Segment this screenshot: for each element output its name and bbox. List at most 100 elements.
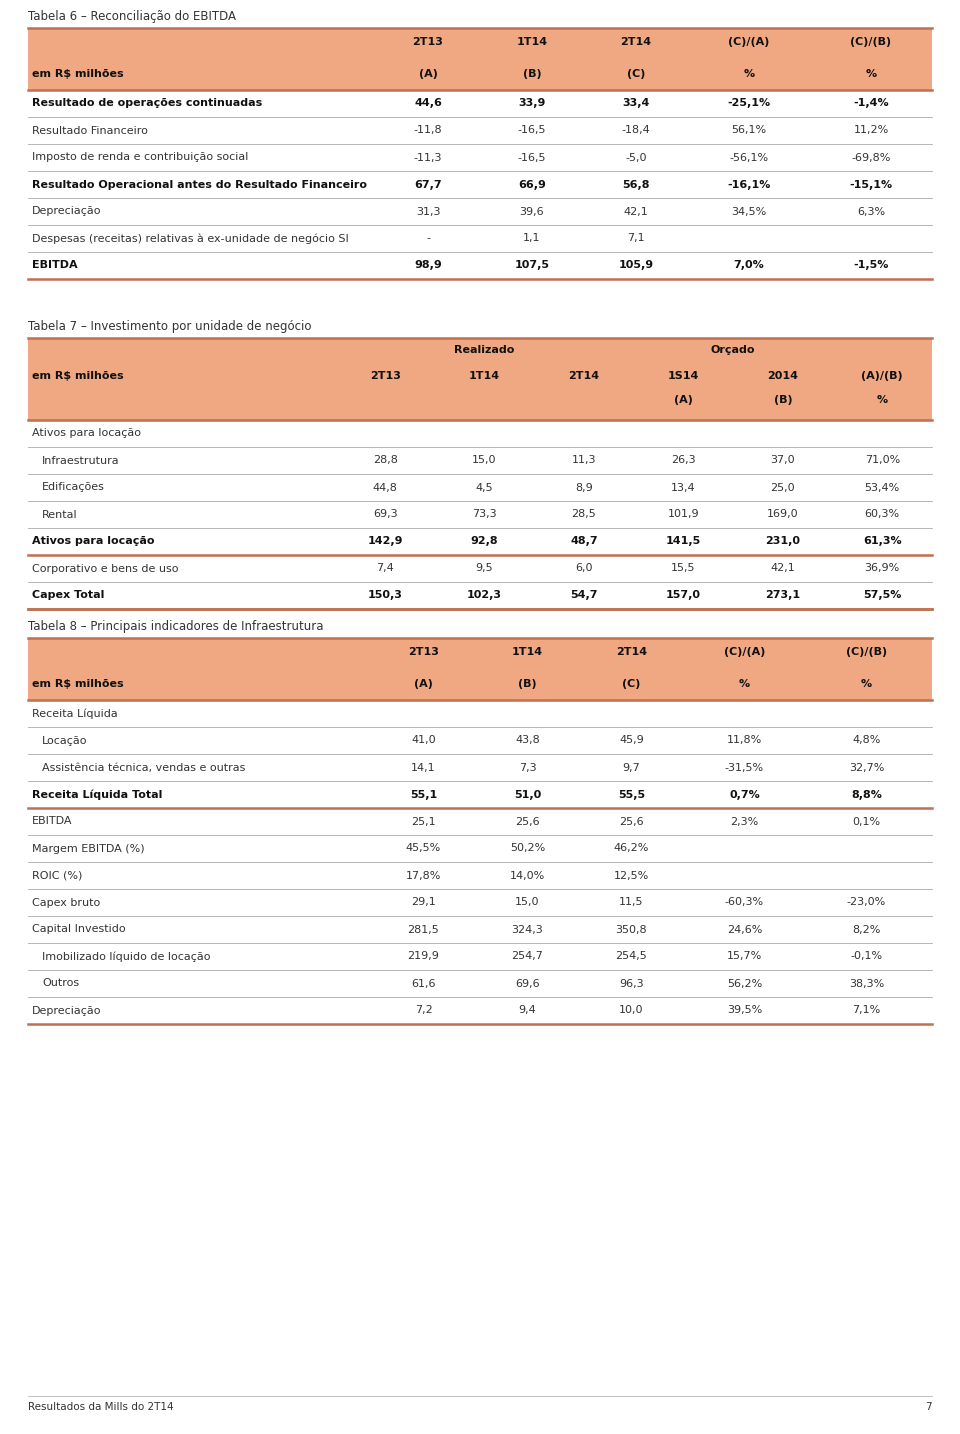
Text: 25,6: 25,6 xyxy=(516,816,540,826)
Text: EBITDA: EBITDA xyxy=(32,816,73,826)
Text: 50,2%: 50,2% xyxy=(510,843,545,853)
Text: Outros: Outros xyxy=(42,978,79,988)
Text: 157,0: 157,0 xyxy=(666,591,701,601)
Text: 56,1%: 56,1% xyxy=(732,126,766,135)
Text: 1T14: 1T14 xyxy=(468,371,500,381)
Text: 37,0: 37,0 xyxy=(771,456,795,466)
Text: 7: 7 xyxy=(925,1402,932,1412)
Text: 66,9: 66,9 xyxy=(518,179,546,189)
Text: EBITDA: EBITDA xyxy=(32,261,78,271)
Bar xyxy=(28,29,932,90)
Text: 4,5: 4,5 xyxy=(476,482,493,492)
Text: (B): (B) xyxy=(522,69,541,79)
Text: 12,5%: 12,5% xyxy=(613,870,649,880)
Text: (A): (A) xyxy=(414,680,433,688)
Text: (C): (C) xyxy=(622,680,640,688)
Text: 42,1: 42,1 xyxy=(771,564,795,574)
Text: 53,4%: 53,4% xyxy=(865,482,900,492)
Text: (C)/(B): (C)/(B) xyxy=(846,647,887,657)
Text: 2T13: 2T13 xyxy=(408,647,439,657)
Text: 39,5%: 39,5% xyxy=(727,1005,762,1015)
Text: 29,1: 29,1 xyxy=(411,898,436,908)
Text: 2T14: 2T14 xyxy=(616,647,647,657)
Text: 6,3%: 6,3% xyxy=(857,206,885,217)
Text: -16,1%: -16,1% xyxy=(728,179,771,189)
Text: 55,5: 55,5 xyxy=(618,790,645,800)
Text: Edificações: Edificações xyxy=(42,482,105,492)
Text: 11,3: 11,3 xyxy=(572,456,596,466)
Text: Tabela 8 – Principais indicadores de Infraestrutura: Tabela 8 – Principais indicadores de Inf… xyxy=(28,619,324,632)
Text: 169,0: 169,0 xyxy=(767,509,799,519)
Text: Ativos para locação: Ativos para locação xyxy=(32,429,141,439)
Text: 38,3%: 38,3% xyxy=(849,978,884,988)
Text: -23,0%: -23,0% xyxy=(847,898,886,908)
Text: 33,4: 33,4 xyxy=(622,99,650,109)
Text: (C)/(A): (C)/(A) xyxy=(729,37,770,47)
Text: 11,8%: 11,8% xyxy=(727,736,762,746)
Text: -56,1%: -56,1% xyxy=(730,152,769,162)
Text: 55,1: 55,1 xyxy=(410,790,437,800)
Text: (C)/(A): (C)/(A) xyxy=(724,647,765,657)
Text: 7,2: 7,2 xyxy=(415,1005,432,1015)
Text: Receita Líquida: Receita Líquida xyxy=(32,708,118,718)
Text: 2,3%: 2,3% xyxy=(731,816,758,826)
Text: 69,6: 69,6 xyxy=(516,978,540,988)
Text: (C)/(B): (C)/(B) xyxy=(851,37,892,47)
Text: 28,8: 28,8 xyxy=(372,456,397,466)
Text: ROIC (%): ROIC (%) xyxy=(32,870,83,880)
Text: %: % xyxy=(876,394,888,404)
Text: 24,6%: 24,6% xyxy=(727,925,762,935)
Text: 14,0%: 14,0% xyxy=(510,870,545,880)
Text: -15,1%: -15,1% xyxy=(850,179,893,189)
Text: 56,2%: 56,2% xyxy=(727,978,762,988)
Text: Infraestrutura: Infraestrutura xyxy=(42,456,120,466)
Text: 26,3: 26,3 xyxy=(671,456,696,466)
Text: 15,0: 15,0 xyxy=(516,898,540,908)
Text: 7,3: 7,3 xyxy=(518,763,537,773)
Text: %: % xyxy=(743,69,755,79)
Text: 32,7%: 32,7% xyxy=(849,763,884,773)
Text: 56,8: 56,8 xyxy=(622,179,650,189)
Text: (B): (B) xyxy=(518,680,537,688)
Text: -69,8%: -69,8% xyxy=(852,152,891,162)
Text: Locação: Locação xyxy=(42,736,87,746)
Text: 69,3: 69,3 xyxy=(372,509,397,519)
Text: 254,5: 254,5 xyxy=(615,952,647,962)
Text: 28,5: 28,5 xyxy=(571,509,596,519)
Text: 71,0%: 71,0% xyxy=(865,456,900,466)
Text: 7,1%: 7,1% xyxy=(852,1005,880,1015)
Text: 25,0: 25,0 xyxy=(771,482,795,492)
Text: 0,1%: 0,1% xyxy=(852,816,880,826)
Text: Resultado Financeiro: Resultado Financeiro xyxy=(32,126,148,135)
Text: %: % xyxy=(861,680,872,688)
Text: 142,9: 142,9 xyxy=(368,536,403,546)
Text: -11,3: -11,3 xyxy=(414,152,443,162)
Text: 273,1: 273,1 xyxy=(765,591,801,601)
Text: -0,1%: -0,1% xyxy=(851,952,882,962)
Text: 9,7: 9,7 xyxy=(622,763,640,773)
Text: 8,9: 8,9 xyxy=(575,482,593,492)
Text: 36,9%: 36,9% xyxy=(865,564,900,574)
Text: 15,7%: 15,7% xyxy=(727,952,762,962)
Text: 2T14: 2T14 xyxy=(568,371,600,381)
Text: 102,3: 102,3 xyxy=(467,591,502,601)
Text: Capex Total: Capex Total xyxy=(32,591,105,601)
Text: 25,6: 25,6 xyxy=(619,816,644,826)
Text: 105,9: 105,9 xyxy=(618,261,654,271)
Text: 13,4: 13,4 xyxy=(671,482,696,492)
Text: 45,9: 45,9 xyxy=(619,736,644,746)
Text: Ativos para locação: Ativos para locação xyxy=(32,536,155,546)
Text: Realizado: Realizado xyxy=(454,346,515,356)
Text: Corporativo e bens de uso: Corporativo e bens de uso xyxy=(32,564,179,574)
Text: %: % xyxy=(865,69,876,79)
Text: 41,0: 41,0 xyxy=(411,736,436,746)
Text: Tabela 6 – Reconciliação do EBITDA: Tabela 6 – Reconciliação do EBITDA xyxy=(28,10,236,23)
Text: (B): (B) xyxy=(774,394,792,404)
Text: 57,5%: 57,5% xyxy=(863,591,901,601)
Text: 46,2%: 46,2% xyxy=(613,843,649,853)
Text: Imposto de renda e contribuição social: Imposto de renda e contribuição social xyxy=(32,152,249,162)
Text: 1,1: 1,1 xyxy=(523,234,540,244)
Text: -: - xyxy=(426,234,430,244)
Text: 2014: 2014 xyxy=(767,371,799,381)
Text: 324,3: 324,3 xyxy=(512,925,543,935)
